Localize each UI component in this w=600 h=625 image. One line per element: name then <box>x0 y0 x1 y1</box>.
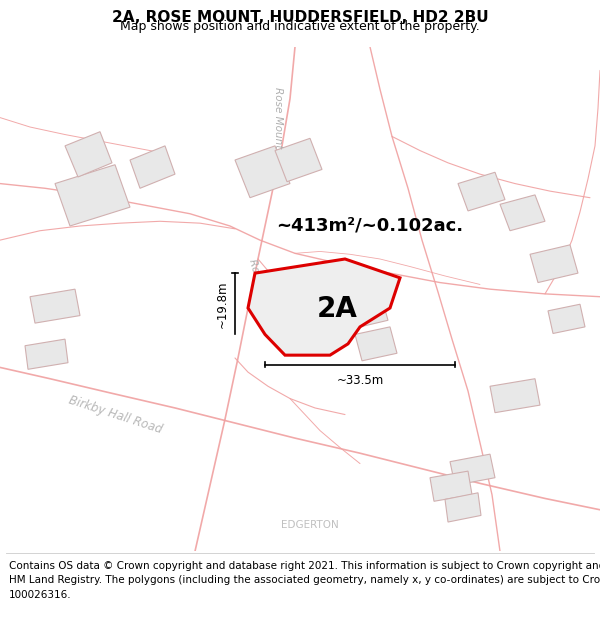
Text: EDGERTON: EDGERTON <box>281 520 339 530</box>
Text: Map shows position and indicative extent of the property.: Map shows position and indicative extent… <box>120 20 480 32</box>
Polygon shape <box>548 304 585 334</box>
Polygon shape <box>130 146 175 188</box>
Polygon shape <box>235 146 290 198</box>
Text: 100026316.: 100026316. <box>9 589 71 599</box>
Polygon shape <box>458 173 505 211</box>
Polygon shape <box>340 292 388 330</box>
Polygon shape <box>65 132 112 177</box>
Polygon shape <box>275 138 322 182</box>
Text: ~413m²/~0.102ac.: ~413m²/~0.102ac. <box>277 217 464 235</box>
Text: ~33.5m: ~33.5m <box>337 374 383 387</box>
Polygon shape <box>25 339 68 369</box>
Polygon shape <box>530 245 578 282</box>
Text: 2A, ROSE MOUNT, HUDDERSFIELD, HD2 2BU: 2A, ROSE MOUNT, HUDDERSFIELD, HD2 2BU <box>112 10 488 25</box>
Text: 2A: 2A <box>317 296 358 323</box>
Polygon shape <box>55 165 130 226</box>
Text: Birkby Hall Road: Birkby Hall Road <box>67 393 163 436</box>
Text: Contains OS data © Crown copyright and database right 2021. This information is : Contains OS data © Crown copyright and d… <box>9 561 600 571</box>
Polygon shape <box>445 492 481 522</box>
Polygon shape <box>490 379 540 412</box>
Polygon shape <box>500 195 545 231</box>
Polygon shape <box>248 259 400 355</box>
Text: Rose Mount: Rose Mount <box>273 87 283 148</box>
Text: ~19.8m: ~19.8m <box>216 280 229 328</box>
Text: HM Land Registry. The polygons (including the associated geometry, namely x, y c: HM Land Registry. The polygons (includin… <box>9 575 600 585</box>
Polygon shape <box>30 289 80 323</box>
Polygon shape <box>450 454 495 485</box>
Text: Rose M...: Rose M... <box>247 258 269 307</box>
Polygon shape <box>355 327 397 361</box>
Polygon shape <box>430 471 472 501</box>
